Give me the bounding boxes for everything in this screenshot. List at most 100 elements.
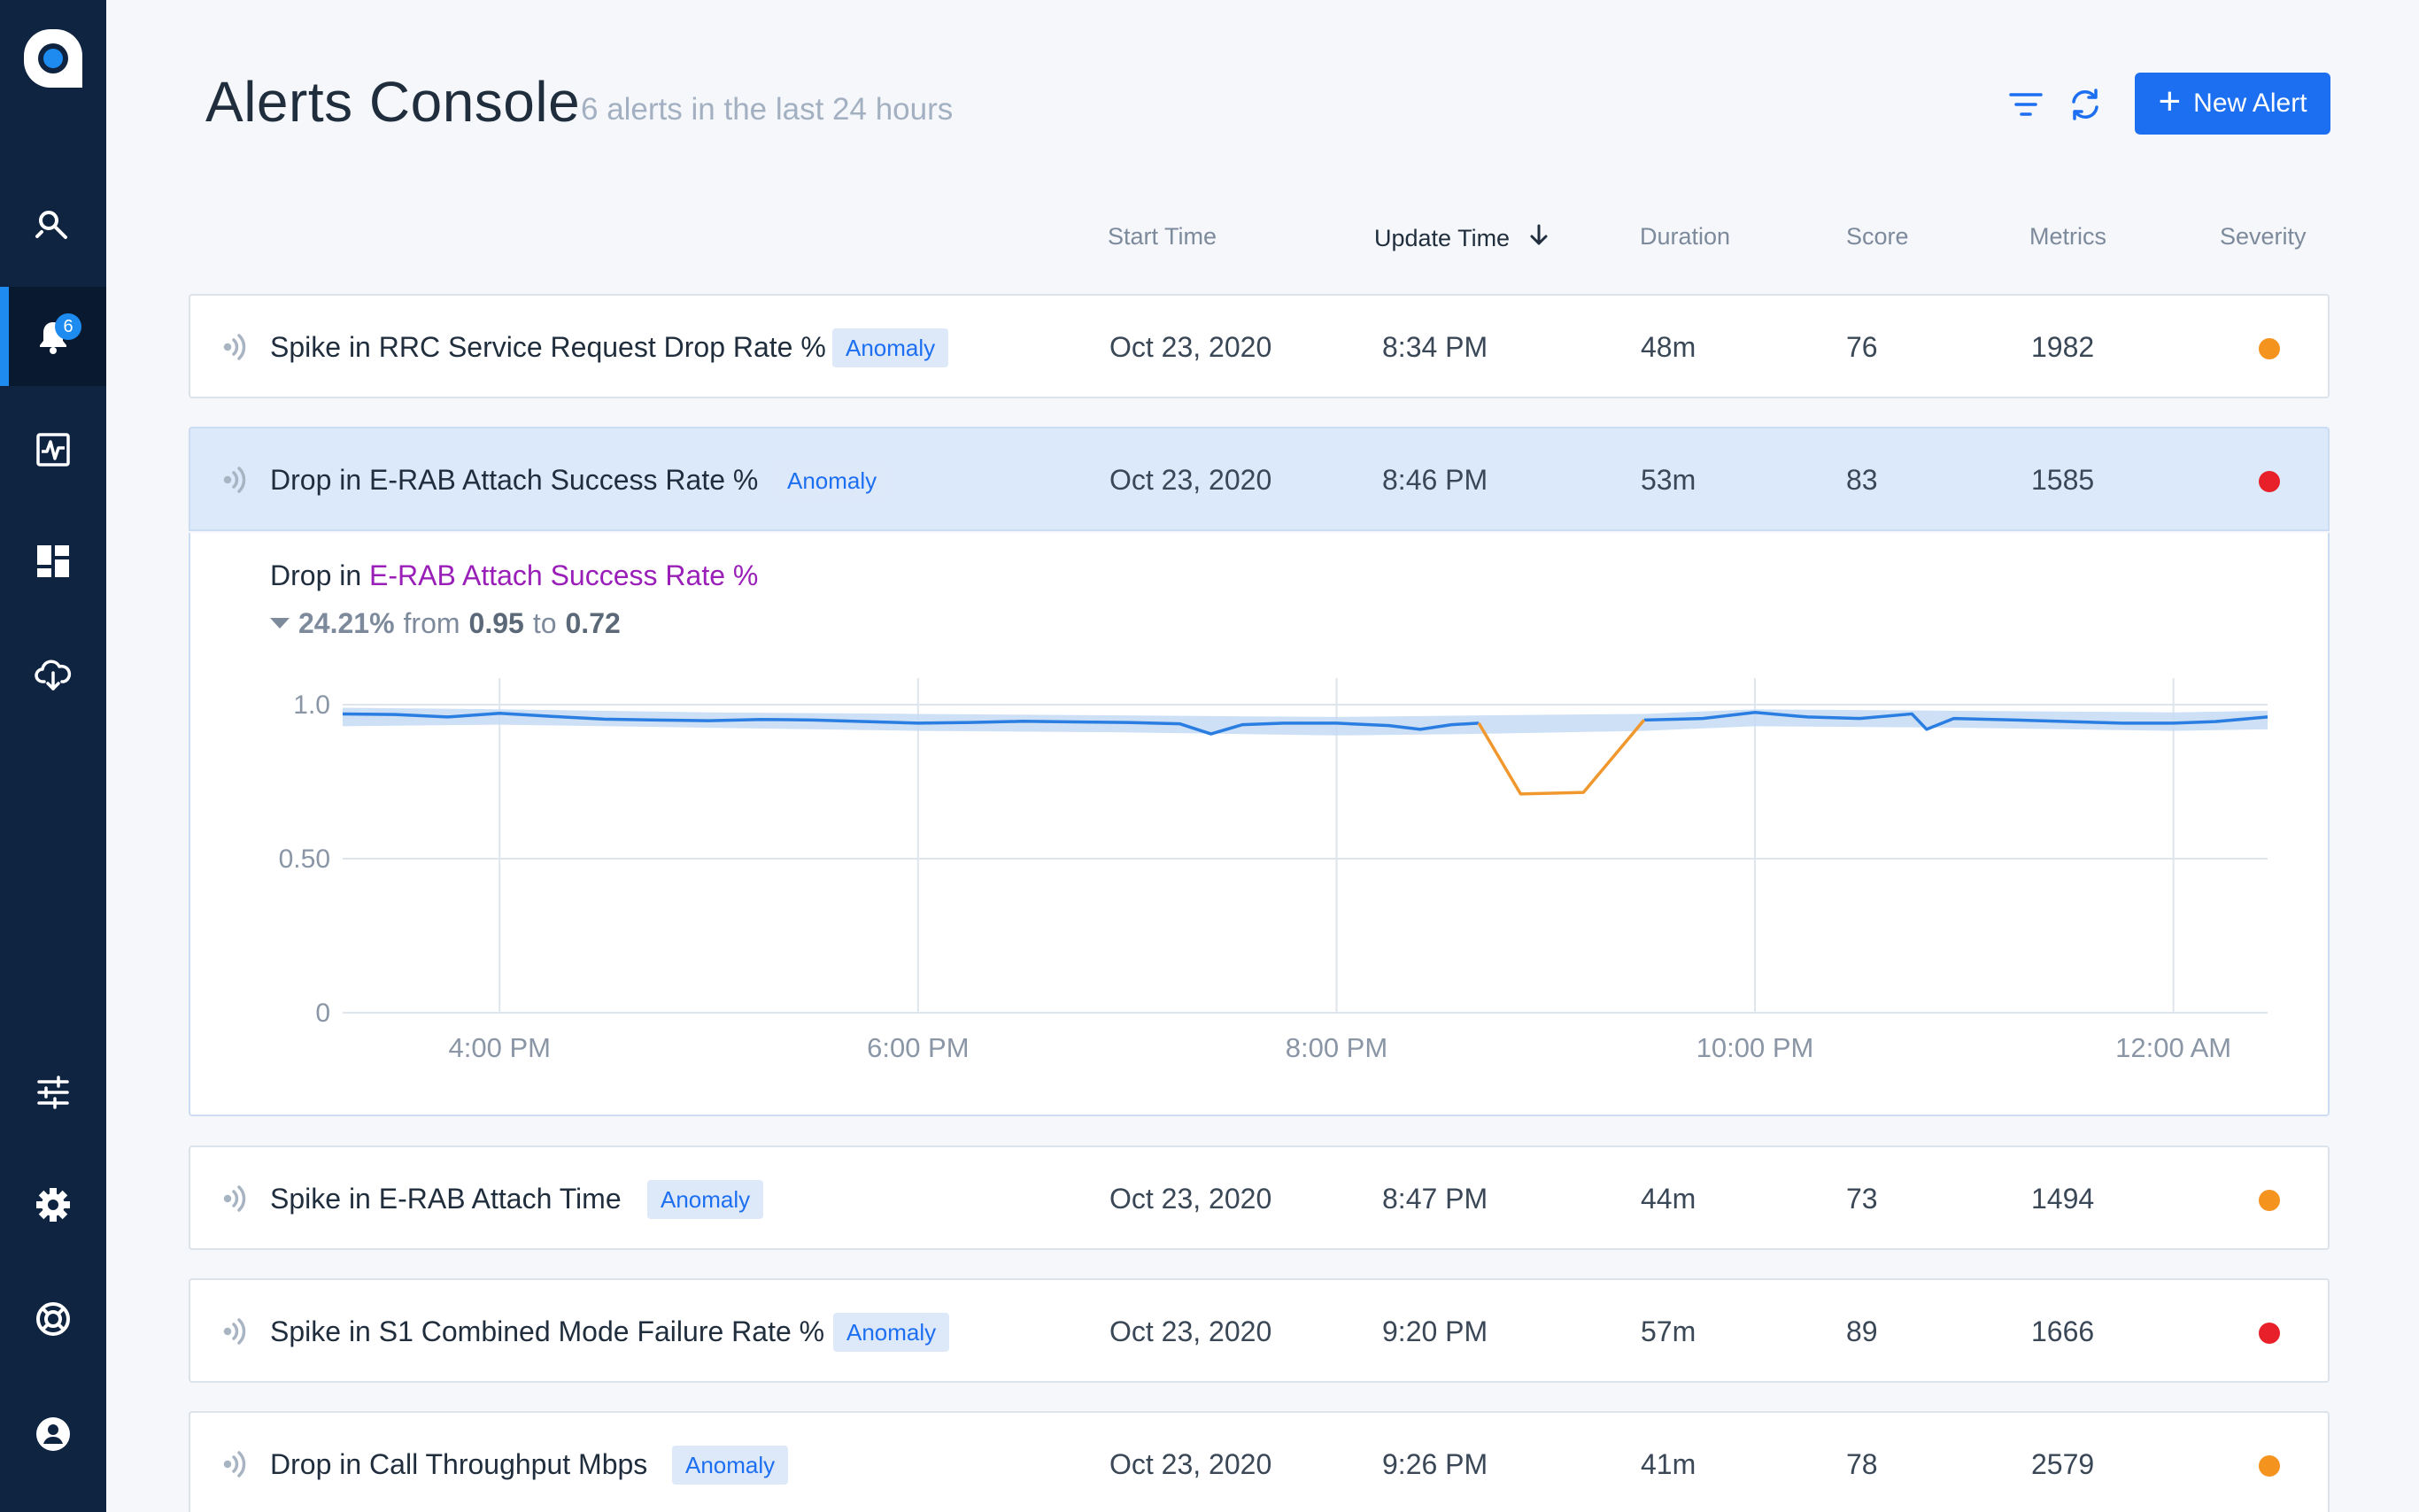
alerts-count-badge: 6: [55, 313, 81, 340]
y-tick-label: 0: [315, 999, 330, 1028]
column-header-update-time[interactable]: Update Time: [1374, 223, 1549, 252]
detail-change: 24.21% from 0.95 to 0.72: [270, 607, 621, 640]
new-alert-button[interactable]: + New Alert: [2135, 73, 2330, 135]
alert-update-time: 8:46 PM: [1382, 464, 1488, 496]
alert-update-time: 8:47 PM: [1382, 1183, 1488, 1215]
sidebar-item-settings[interactable]: [0, 1155, 106, 1254]
severity-high-dot: [2259, 1323, 2280, 1344]
alert-metrics: 1666: [2031, 1315, 2095, 1347]
alert-title: Spike in RRC Service Request Drop Rate %: [270, 331, 826, 363]
x-tick-label: 6:00 PM: [867, 1032, 969, 1063]
alert-start-time: Oct 23, 2020: [1109, 1315, 1272, 1347]
column-header-update-time-label: Update Time: [1374, 225, 1511, 251]
sidebar-item-profile[interactable]: [0, 1385, 106, 1484]
alert-metrics: 1982: [2031, 331, 2095, 363]
series-line-before-anomaly: [342, 711, 1480, 736]
page-subtitle: 6 alerts in the last 24 hours: [581, 92, 954, 127]
alert-row[interactable]: Spike in S1 Combined Mode Failure Rate %…: [189, 1278, 2330, 1383]
pulse-icon: [36, 433, 70, 467]
anomaly-signal-icon: [223, 1318, 246, 1345]
change-to-value: 0.72: [565, 607, 621, 639]
refresh-icon: [2072, 89, 2098, 120]
alert-detail-panel: Drop in E-RAB Attach Success Rate % 24.2…: [189, 533, 2330, 1116]
severity-medium-dot: [2259, 1190, 2280, 1211]
anomaly-badge: Anomaly: [774, 461, 891, 500]
x-tick-label: 12:00 AM: [2115, 1032, 2231, 1063]
alert-title: Drop in E-RAB Attach Success Rate %: [270, 464, 759, 496]
y-tick-label: 1.0: [293, 690, 330, 720]
sidebar-item-data-sources[interactable]: [0, 625, 106, 724]
change-from-word: from: [403, 607, 460, 639]
anomaly-signal-icon: [223, 1451, 246, 1477]
change-percent: 24.21%: [298, 607, 395, 639]
change-to-word: to: [532, 607, 557, 639]
sliders-icon: [37, 1076, 69, 1109]
refresh-button[interactable]: [2066, 85, 2105, 124]
sidebar-item-alerts[interactable]: 6: [0, 287, 106, 386]
series-line-after-anomaly: [1643, 710, 2268, 731]
arrow-down-icon: [1530, 224, 1548, 245]
column-header-metrics[interactable]: Metrics: [2029, 223, 2106, 250]
alert-score: 89: [1846, 1315, 1878, 1347]
alert-title: Spike in S1 Combined Mode Failure Rate %: [270, 1315, 825, 1347]
alert-score: 73: [1846, 1183, 1878, 1215]
alert-start-time: Oct 23, 2020: [1109, 331, 1272, 363]
alert-row[interactable]: Spike in RRC Service Request Drop Rate %…: [189, 294, 2330, 398]
sidebar-item-monitor[interactable]: [0, 400, 106, 499]
detail-title-prefix: Drop in: [270, 559, 362, 591]
anomaly-signal-icon: [223, 1185, 246, 1212]
alert-row-selected[interactable]: Drop in E-RAB Attach Success Rate % Anom…: [189, 427, 2330, 531]
alert-start-time: Oct 23, 2020: [1109, 1183, 1272, 1215]
anomaly-signal-icon: [223, 334, 246, 360]
alert-metrics: 2579: [2031, 1448, 2095, 1480]
alert-update-time: 8:34 PM: [1382, 331, 1488, 363]
alert-duration: 41m: [1641, 1448, 1696, 1480]
sidebar-item-help[interactable]: [0, 1269, 106, 1369]
filter-icon: [2009, 93, 2043, 116]
alert-score: 76: [1846, 331, 1878, 363]
alert-update-time: 9:26 PM: [1382, 1448, 1488, 1480]
anomaly-signal-icon: [223, 467, 246, 493]
y-tick-label: 0.50: [279, 845, 330, 874]
caret-down-icon: [270, 617, 290, 629]
filter-button[interactable]: [2006, 85, 2045, 124]
alert-row[interactable]: Spike in E-RAB Attach Time Anomaly Oct 2…: [189, 1146, 2330, 1250]
anomaly-line-segment: [1477, 719, 1646, 796]
sidebar-item-explore[interactable]: [0, 175, 106, 274]
alert-duration: 57m: [1641, 1315, 1696, 1347]
plus-icon: +: [2158, 80, 2182, 123]
new-alert-label: New Alert: [2193, 89, 2307, 118]
sidebar: 6: [0, 0, 106, 1512]
sidebar-item-dashboards[interactable]: [0, 512, 106, 611]
detail-metric-link[interactable]: E-RAB Attach Success Rate %: [369, 559, 759, 591]
alert-duration: 44m: [1641, 1183, 1696, 1215]
x-tick-label: 8:00 PM: [1286, 1032, 1387, 1063]
dashboard-icon: [37, 545, 69, 577]
metric-chart: 1.0 0.50 0 4:00 PM 6:00 PM 8:00 PM 10:00 PM 12:…: [279, 678, 2268, 1063]
alert-metrics: 1494: [2031, 1183, 2095, 1215]
severity-high-dot: [2259, 471, 2280, 492]
page-title: Alerts Console: [205, 70, 581, 134]
x-tick-label: 4:00 PM: [449, 1032, 551, 1063]
app-logo-icon[interactable]: [24, 29, 82, 88]
severity-medium-dot: [2259, 338, 2280, 359]
cloud-download-icon: [35, 660, 72, 690]
alert-start-time: Oct 23, 2020: [1109, 1448, 1272, 1480]
severity-medium-dot: [2259, 1455, 2280, 1477]
x-tick-label: 10:00 PM: [1696, 1032, 1814, 1063]
alert-score: 78: [1846, 1448, 1878, 1480]
alert-row[interactable]: Drop in Call Throughput Mbps Anomaly Oct…: [189, 1411, 2330, 1512]
gear-icon: [36, 1188, 70, 1222]
change-from-value: 0.95: [468, 607, 524, 639]
column-header-duration[interactable]: Duration: [1640, 223, 1731, 250]
alert-title: Drop in Call Throughput Mbps: [270, 1448, 648, 1480]
column-header-start-time[interactable]: Start Time: [1108, 223, 1217, 250]
anomaly-badge: Anomaly: [832, 328, 949, 367]
sidebar-item-preferences[interactable]: [0, 1043, 106, 1142]
alert-update-time: 9:20 PM: [1382, 1315, 1488, 1347]
column-header-score[interactable]: Score: [1846, 223, 1909, 250]
search-wrench-icon: [35, 211, 67, 239]
user-icon: [36, 1417, 70, 1451]
column-header-severity[interactable]: Severity: [2220, 223, 2307, 250]
anomaly-badge: Anomaly: [833, 1313, 950, 1352]
